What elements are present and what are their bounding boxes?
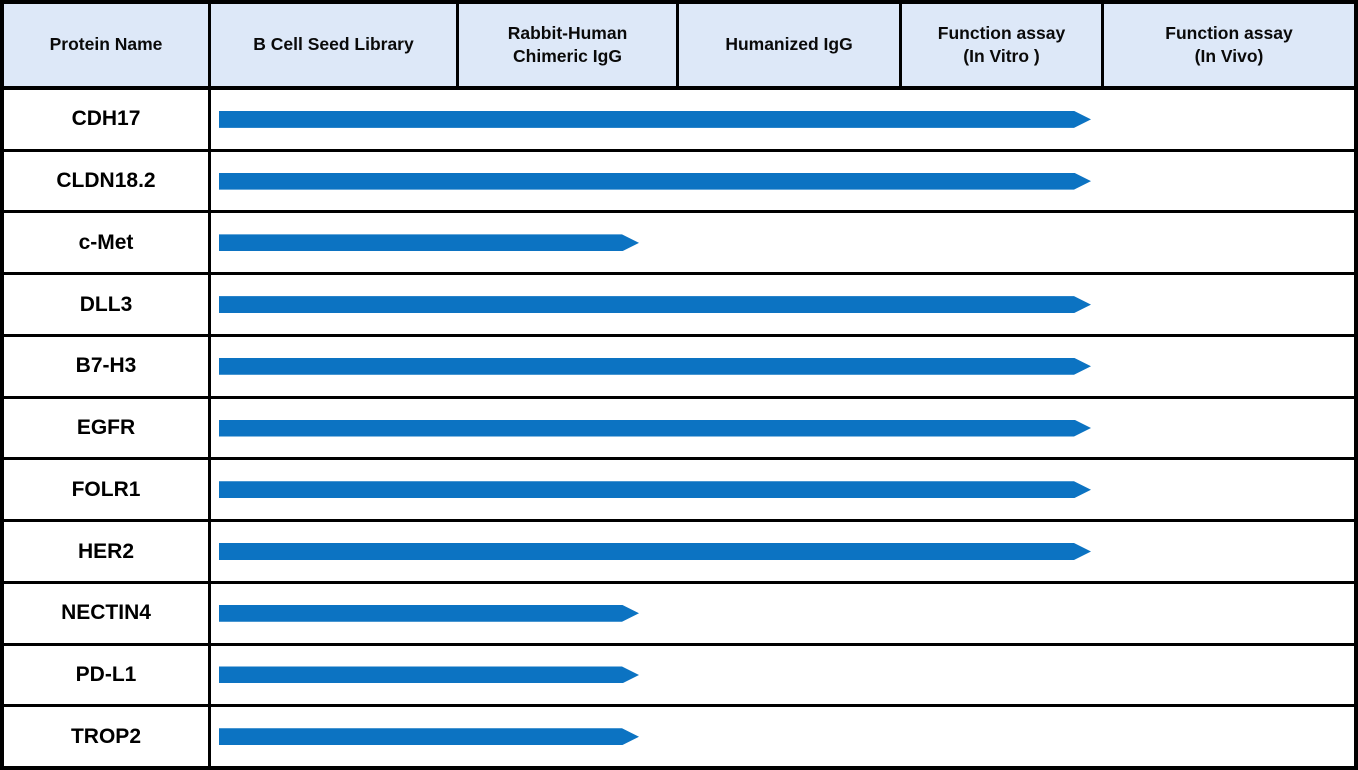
- table-row: B7-H3: [4, 336, 1354, 399]
- protein-name-label: FOLR1: [4, 460, 211, 520]
- progress-track: [211, 460, 1354, 519]
- header-cell-function-assay-in-vitro: Function assay (In Vitro ): [902, 4, 1104, 86]
- progress-arrow: [219, 728, 639, 745]
- table-row: TROP2: [4, 707, 1354, 767]
- table-row: c-Met: [4, 213, 1354, 276]
- progress-track: [211, 213, 1354, 272]
- protein-name-label: HER2: [4, 522, 211, 581]
- header-cell-b-cell-seed-library: B Cell Seed Library: [211, 4, 459, 86]
- progress-arrow: [219, 358, 1091, 375]
- progress-arrow: [219, 420, 1091, 437]
- protein-name-label: c-Met: [4, 213, 211, 273]
- table-row: DLL3: [4, 275, 1354, 337]
- progress-track: [211, 707, 1354, 766]
- table-row: NECTIN4: [4, 583, 1354, 646]
- progress-track: [211, 275, 1354, 334]
- header-cell-protein-name: Protein Name: [4, 4, 211, 86]
- progress-track: [211, 90, 1354, 149]
- progress-track: [211, 399, 1354, 458]
- protein-name-label: NECTIN4: [4, 583, 211, 643]
- progress-arrow: [219, 173, 1091, 190]
- header-cell-chimeric-igg: Rabbit-Human Chimeric IgG: [459, 4, 679, 86]
- protein-name-label: PD-L1: [4, 645, 211, 705]
- protein-name-label: B7-H3: [4, 336, 211, 396]
- header-cell-humanized-igg: Humanized IgG: [679, 4, 902, 86]
- protein-name-label: TROP2: [4, 707, 211, 767]
- progress-arrow: [219, 543, 1091, 560]
- table-row: CDH17: [4, 90, 1354, 152]
- protein-name-label: CLDN18.2: [4, 151, 211, 211]
- progress-arrow: [219, 111, 1091, 128]
- table-row: EGFR: [4, 398, 1354, 461]
- progress-arrow: [219, 296, 1091, 313]
- progress-track: [211, 646, 1354, 705]
- progress-arrow: [219, 666, 639, 683]
- protein-name-label: EGFR: [4, 398, 211, 458]
- table-row: FOLR1: [4, 460, 1354, 523]
- progress-arrow: [219, 234, 639, 251]
- table-header-row: Protein Name B Cell Seed Library Rabbit-…: [4, 4, 1354, 90]
- table-row: HER2: [4, 522, 1354, 584]
- progress-track: [211, 337, 1354, 396]
- header-cell-function-assay-in-vivo: Function assay (In Vivo): [1104, 4, 1354, 86]
- progress-arrow: [219, 481, 1091, 498]
- protein-name-label: DLL3: [4, 275, 211, 334]
- protein-name-label: CDH17: [4, 90, 211, 149]
- progress-track: [211, 584, 1354, 643]
- table-row: PD-L1: [4, 645, 1354, 708]
- progress-track: [211, 522, 1354, 581]
- progress-arrow: [219, 605, 639, 622]
- progress-track: [211, 152, 1354, 211]
- table-row: CLDN18.2: [4, 151, 1354, 214]
